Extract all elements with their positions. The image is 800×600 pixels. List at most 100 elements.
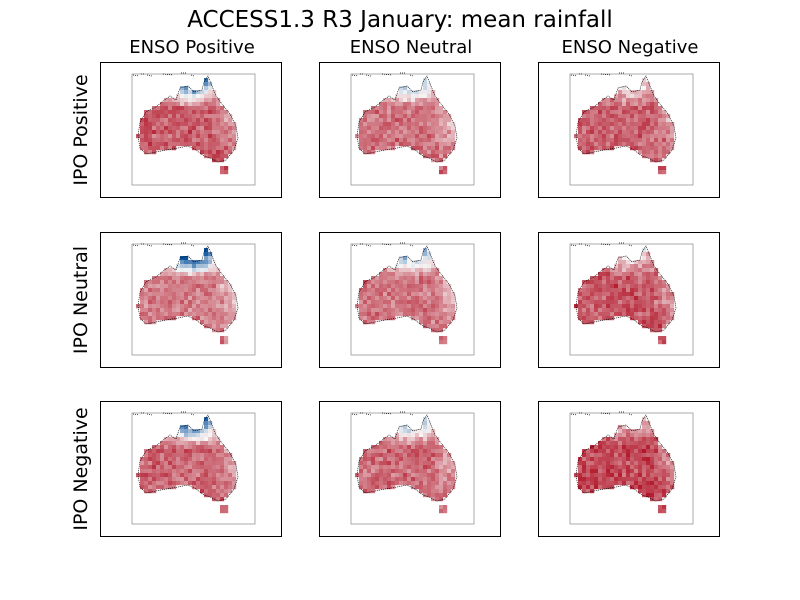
rainfall-cell: [594, 126, 599, 131]
rainfall-cell: [423, 130, 428, 135]
rainfall-cell: [447, 134, 452, 139]
rainfall-cell: [431, 429, 436, 434]
rainfall-cell: [423, 280, 428, 285]
rainfall-cell: [423, 445, 428, 450]
rainfall-cell: [626, 276, 631, 281]
rainfall-cell: [642, 465, 647, 470]
rainfall-cell: [172, 312, 177, 317]
rainfall-cell: [156, 134, 161, 139]
rainfall-cell: [606, 316, 611, 321]
rainfall-cell: [156, 449, 161, 454]
rainfall-cell: [180, 469, 185, 474]
rainfall-cell: [602, 292, 607, 297]
rainfall-cell: [670, 300, 675, 305]
rainfall-cell: [164, 481, 169, 486]
rainfall-cell: [403, 481, 408, 486]
rainfall-cell: [196, 308, 201, 313]
rainfall-cell: [642, 308, 647, 313]
rainfall-cell: [423, 268, 428, 273]
rainfall-cell: [606, 469, 611, 474]
rainfall-cell: [359, 457, 364, 462]
rainfall-cell: [180, 288, 185, 293]
rainfall-cell: [431, 296, 436, 301]
rainfall-cell: [200, 126, 205, 131]
map-frame: [350, 412, 475, 525]
rainfall-cell: [188, 481, 193, 486]
rainfall-cell: [220, 288, 225, 293]
rainfall-cell: [439, 316, 444, 321]
rainfall-cell: [618, 284, 623, 289]
rainfall-cell: [379, 126, 384, 131]
rainfall-cell: [200, 445, 205, 450]
rainfall-cell: [383, 268, 388, 273]
rainfall-cell: [610, 481, 615, 486]
rainfall-cell: [610, 473, 615, 478]
rainfall-cell: [379, 300, 384, 305]
rainfall-cell: [176, 457, 181, 462]
rainfall-grid: [355, 417, 456, 514]
rainfall-cell: [582, 469, 587, 474]
rainfall-cell: [602, 449, 607, 454]
rainfall-cell: [176, 433, 181, 438]
rainfall-cell: [168, 268, 173, 273]
rainfall-cell: [188, 114, 193, 119]
rainfall-cell: [367, 134, 372, 139]
rainfall-cell: [634, 114, 639, 119]
rainfall-cell: [140, 300, 145, 305]
rainfall-cell: [626, 296, 631, 301]
rainfall-cell: [634, 453, 639, 458]
rainfall-cell: [160, 300, 165, 305]
rainfall-cell: [658, 304, 663, 309]
rainfall-cell: [610, 284, 615, 289]
rainfall-cell: [164, 457, 169, 462]
rainfall-cell: [192, 280, 197, 285]
rainfall-cell: [403, 461, 408, 466]
rainfall-cell: [144, 142, 149, 147]
rainfall-cell: [614, 98, 619, 103]
rainfall-cell: [598, 284, 603, 289]
rainfall-cell: [435, 453, 440, 458]
rainfall-cell: [387, 284, 392, 289]
rainfall-cell: [224, 130, 229, 135]
rainfall-cell: [427, 288, 432, 293]
rainfall-cell: [184, 304, 189, 309]
rainfall-cell: [431, 288, 436, 293]
rainfall-cell: [164, 312, 169, 317]
rainfall-cell: [180, 86, 185, 91]
rainfall-cell: [208, 481, 213, 486]
rainfall-cell: [140, 142, 145, 147]
rainfall-cell: [212, 300, 217, 305]
rainfall-cell: [646, 461, 651, 466]
rainfall-cell: [594, 118, 599, 123]
rainfall-cell: [375, 292, 380, 297]
rainfall-cell: [634, 457, 639, 462]
rainfall-cell: [212, 98, 217, 103]
rainfall-cell: [160, 477, 165, 482]
rainfall-cell: [184, 449, 189, 454]
rainfall-cell: [578, 288, 583, 293]
rainfall-cell: [140, 477, 145, 482]
rainfall-cell: [447, 320, 452, 325]
rainfall-cell: [451, 477, 456, 482]
rainfall-cell: [359, 485, 364, 490]
rainfall-cell: [642, 304, 647, 309]
rainfall-cell: [224, 296, 229, 301]
rainfall-cell: [439, 280, 444, 285]
rainfall-cell: [586, 489, 591, 494]
rainfall-cell: [630, 134, 635, 139]
rainfall-cell: [586, 110, 591, 115]
rainfall-cell: [606, 292, 611, 297]
rainfall-cell: [427, 102, 432, 107]
rainfall-cell: [439, 465, 444, 470]
rainfall-cell: [427, 316, 432, 321]
rainfall-cell: [598, 292, 603, 297]
rainfall-cell: [622, 312, 627, 317]
rainfall-cell: [622, 118, 627, 123]
rainfall-cell: [363, 312, 368, 317]
rainfall-cell: [196, 296, 201, 301]
rainfall-cell: [658, 130, 663, 135]
rainfall-cell: [578, 465, 583, 470]
rainfall-cell: [220, 166, 225, 171]
rainfall-cell: [224, 122, 229, 127]
rainfall-cell: [144, 280, 149, 285]
